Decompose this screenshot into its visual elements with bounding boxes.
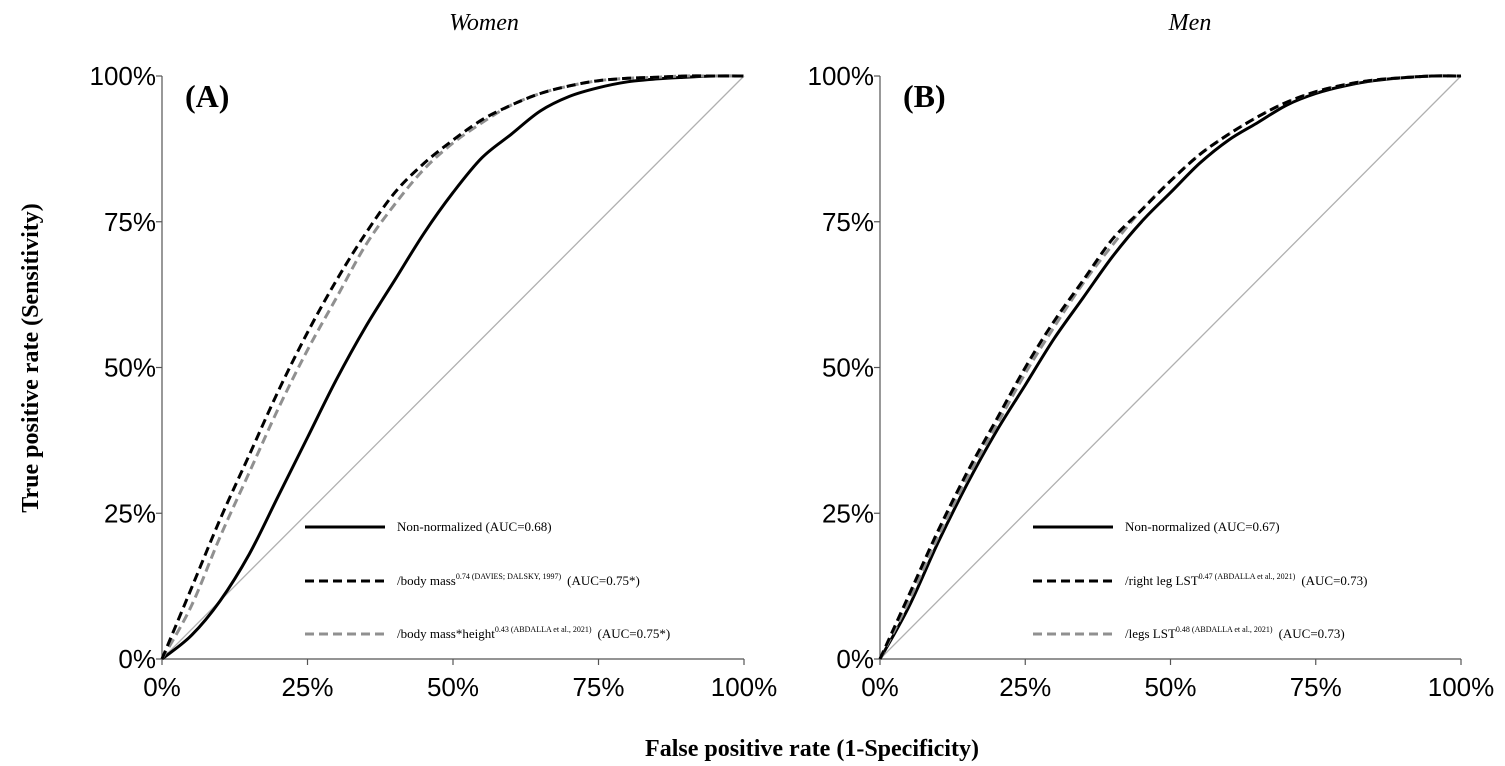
x-tick-label: 0% (861, 672, 899, 702)
legend-entry: Non-normalized (AUC=0.68) (397, 519, 552, 534)
legend-entry: /right leg LST0.47 (ABDALLA et al., 2021… (1125, 572, 1368, 588)
y-tick-label: 50% (822, 353, 874, 383)
y-tick-label: 100% (808, 61, 875, 91)
y-tick-label: 75% (822, 207, 874, 237)
y-tick-label: 50% (104, 353, 156, 383)
figure-xlabel: False positive rate (1-Specificity) (645, 736, 979, 762)
x-tick-label: 0% (143, 672, 181, 702)
figure-ylabel: True positive rate (Sensitivity) (18, 203, 44, 513)
series-line-1 (161, 74, 745, 661)
series-line-3 (878, 74, 1462, 660)
x-tick-label: 100% (711, 672, 778, 702)
y-tick-label: 0% (836, 644, 874, 674)
series-line-2 (160, 74, 744, 660)
x-tick-label: 50% (427, 672, 479, 702)
x-tick-label: 50% (1144, 672, 1196, 702)
legend-entry: /body mass0.74 (DAVIES; DALSKY, 1997) (AU… (397, 572, 640, 588)
y-tick-label: 25% (104, 498, 156, 528)
series-line-2 (878, 74, 1462, 660)
legend: Non-normalized (AUC=0.67) /right leg LST0… (1033, 519, 1368, 641)
legend-entry: /body mass*height0.43 (ABDALLA et al., 2… (397, 625, 670, 641)
legend: Non-normalized (AUC=0.68) /body mass0.74 … (305, 519, 670, 641)
y-tick-label: 75% (104, 207, 156, 237)
y-tick-label: 25% (822, 498, 874, 528)
y-tick-label: 100% (90, 61, 157, 91)
panel-title: Women (449, 10, 519, 36)
reference-diagonal (879, 75, 1462, 660)
y-tick-label: 0% (118, 644, 156, 674)
reference-diagonal (161, 75, 745, 660)
panel-women: Women 0% 25% 50% 75% 100% 0% 25% 50% 75% 100% (A) No… (90, 10, 778, 702)
legend-entry: /legs LST0.48 (ABDALLA et al., 2021) (AUC… (1125, 625, 1345, 641)
panel-label: (A) (185, 78, 229, 114)
panel-label: (B) (903, 78, 946, 114)
x-tick-label: 75% (1290, 672, 1342, 702)
panel-men: Men 0% 25% 50% 75% 100% 0% 25% 50% 75% 100% (B) Non-… (808, 10, 1495, 702)
x-tick-label: 25% (281, 672, 333, 702)
x-tick-label: 100% (1428, 672, 1495, 702)
x-tick-label: 25% (999, 672, 1051, 702)
series-line-3 (160, 74, 744, 660)
panel-title: Men (1168, 10, 1212, 36)
x-tick-label: 75% (572, 672, 624, 702)
legend-entry: Non-normalized (AUC=0.67) (1125, 519, 1280, 534)
